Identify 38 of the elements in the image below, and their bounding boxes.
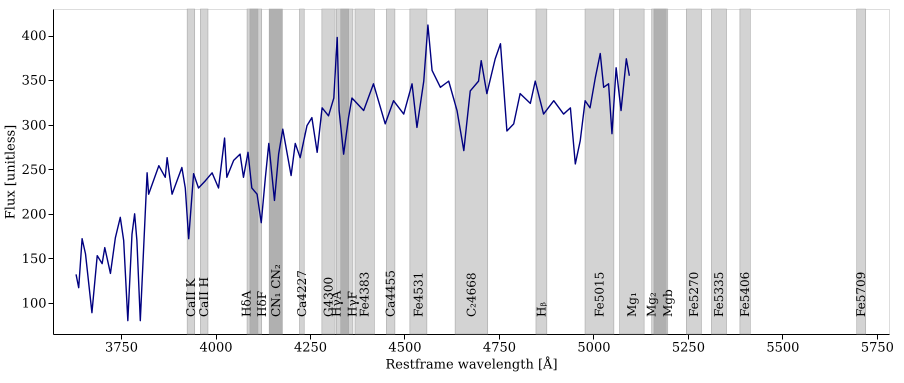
x-tick-label: 3750 bbox=[104, 340, 138, 356]
x-tick-label: 5250 bbox=[672, 340, 705, 356]
x-tick-label: 4000 bbox=[199, 340, 233, 356]
band-label: Ca4455 bbox=[384, 270, 398, 317]
x-tick-label: 4500 bbox=[388, 340, 422, 356]
band-label: Fe5406 bbox=[738, 272, 752, 317]
band-label: Mgb bbox=[661, 289, 676, 317]
x-tick-label: 4250 bbox=[294, 340, 328, 356]
band-label: C₂4668 bbox=[464, 272, 478, 317]
x-tick-label: 5000 bbox=[577, 340, 610, 356]
band-label: Fe4531 bbox=[411, 272, 426, 317]
band-label: Fe4383 bbox=[358, 272, 372, 317]
y-tick-label: 400 bbox=[22, 29, 46, 44]
y-tick-label: 200 bbox=[22, 207, 46, 222]
band-label: HγF bbox=[346, 291, 360, 317]
y-tick-label: 300 bbox=[22, 118, 46, 134]
band-label: HδA bbox=[239, 290, 254, 317]
y-axis-title: Flux [unitless] bbox=[4, 124, 19, 220]
band-label: HδF bbox=[254, 290, 269, 317]
band-label: Hᵦ bbox=[534, 302, 548, 317]
band-label: Ca4227 bbox=[294, 270, 309, 317]
y-tick-label: 350 bbox=[22, 74, 46, 89]
band-label: CaII H bbox=[197, 276, 212, 317]
x-axis-title: Restframe wavelength [Å] bbox=[385, 356, 558, 372]
band-label: CN₁ CN₂ bbox=[268, 264, 283, 317]
x-tick-label: 4750 bbox=[482, 340, 516, 356]
x-tick-label: 5500 bbox=[766, 340, 800, 356]
band-label: Fe5270 bbox=[686, 272, 701, 317]
band-label: Mg₂ bbox=[644, 292, 659, 317]
band-label: Fe5015 bbox=[592, 272, 606, 317]
y-tick-label: 150 bbox=[22, 252, 46, 267]
band-label: Fe5335 bbox=[712, 272, 726, 317]
band-label: Mg₁ bbox=[624, 292, 639, 317]
y-tick-label: 250 bbox=[22, 162, 46, 178]
band-label: CaII K bbox=[184, 277, 198, 317]
band-label: Fe5709 bbox=[854, 272, 868, 317]
y-tick-label: 100 bbox=[22, 296, 46, 312]
x-tick-label: 5750 bbox=[860, 340, 894, 356]
